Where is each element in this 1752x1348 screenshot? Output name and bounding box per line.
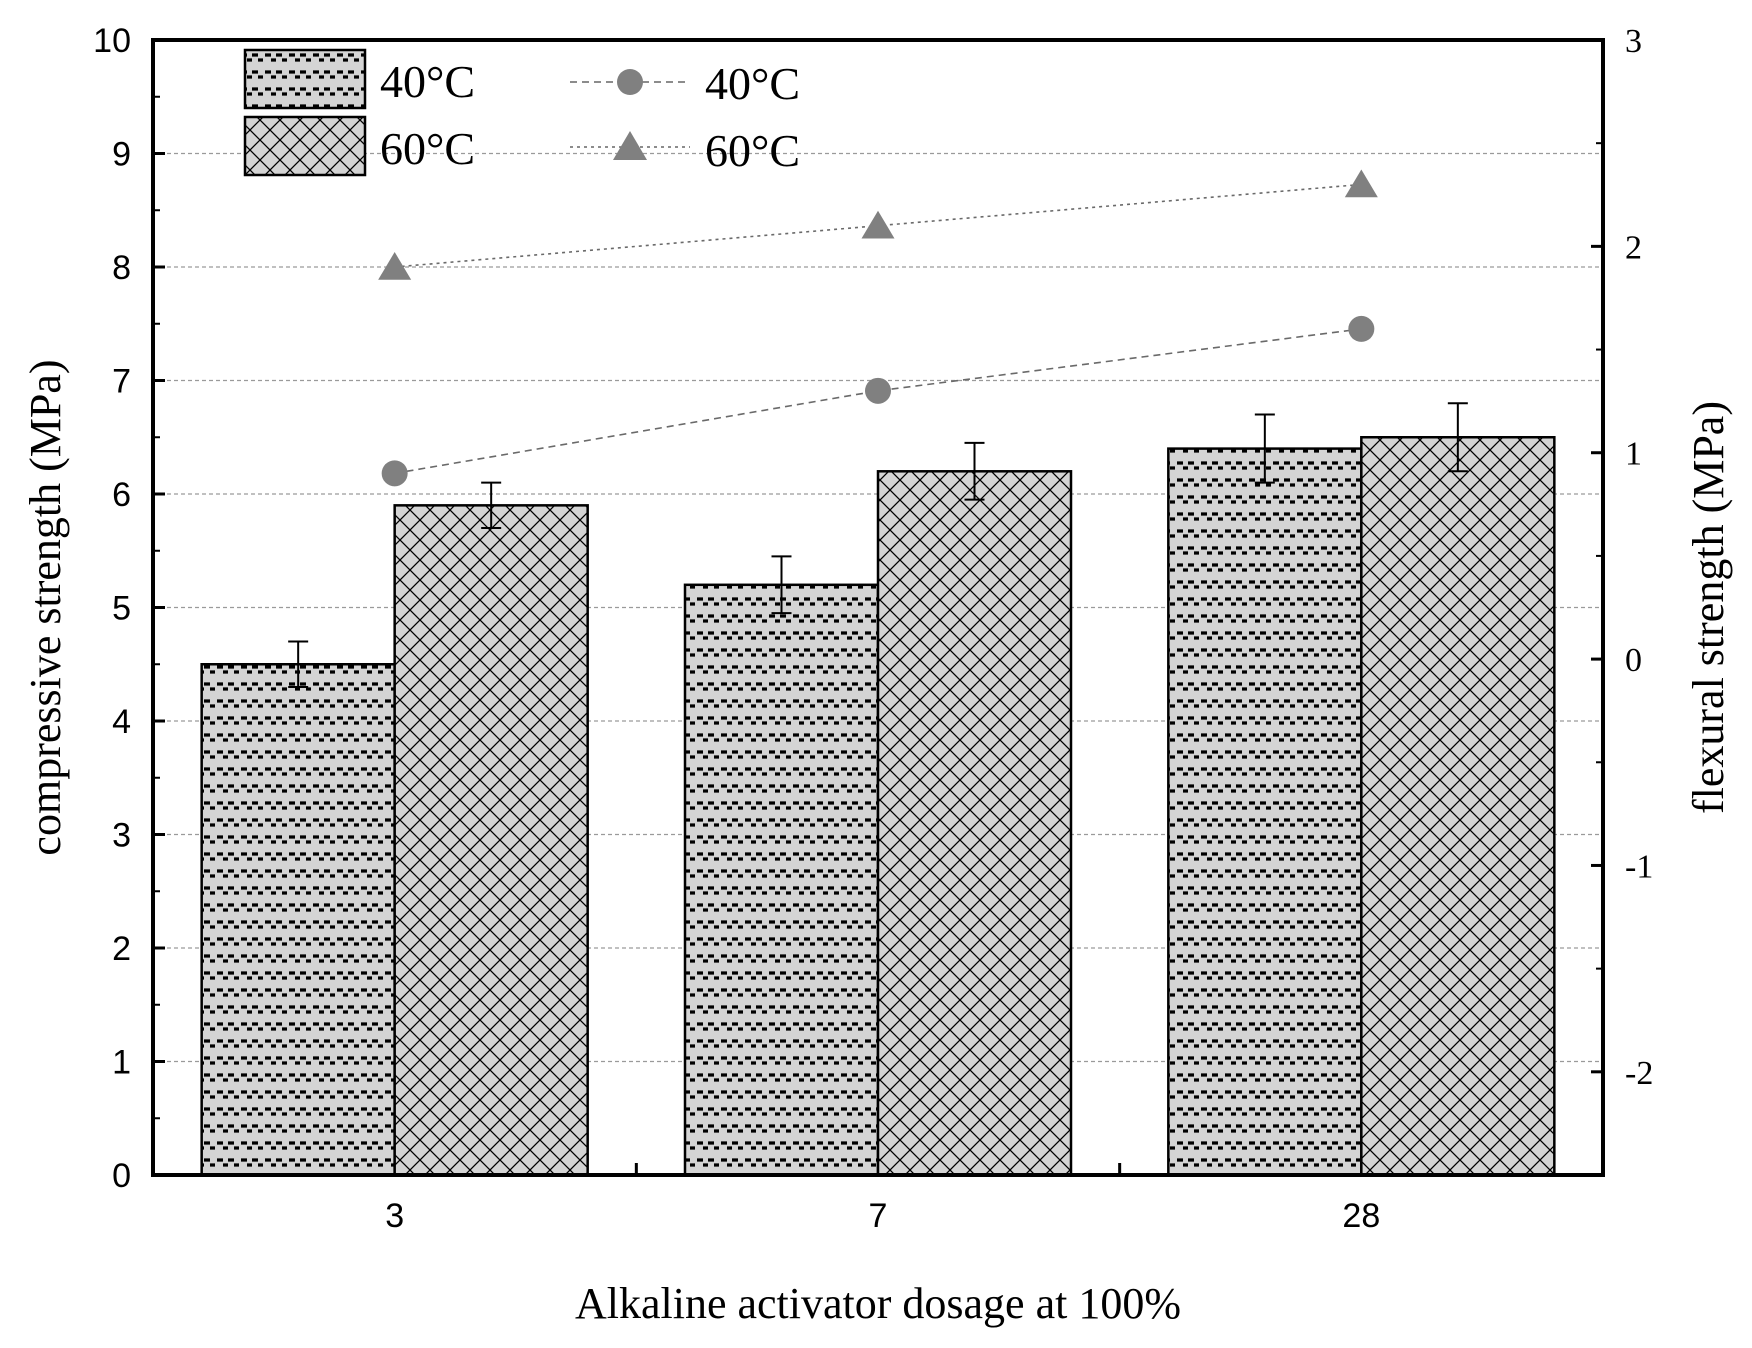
y-tick-label: 0 [112,1157,131,1195]
y-tick-label: 10 [93,22,131,60]
bar [1360,436,1556,1177]
data-point-triangle [378,252,412,280]
y2-tick-label: 0 [1625,642,1642,679]
x-tick-label: 7 [869,1197,888,1235]
y-tick-label: 1 [112,1044,131,1082]
legend: 40°C 60°C 40°C 60°C [243,48,800,177]
bar [200,663,396,1177]
legend-marker-circle [617,69,643,95]
legend-swatch-60c-bar [243,115,367,177]
y-tick-label: 2 [112,930,131,968]
y-tick-label: 4 [112,703,131,741]
tick-labels: 0 1 2 3 4 5 6 7 8 9 10 -2 -1 0 1 2 3 3 7 28 [93,22,1653,1235]
y-tick-label: 3 [112,817,131,855]
data-point-circle [1348,315,1375,342]
y2-tick-label: 1 [1625,436,1642,473]
data-point-circle [381,460,408,487]
data-point-triangle [861,210,895,239]
bar [683,583,880,1177]
legend-label-60c-bar: 60°C [380,123,475,174]
y2-tick-label: -2 [1625,1055,1653,1092]
x-tick-label: 3 [385,1197,404,1235]
y-tick-label: 6 [112,476,131,514]
y-axis-title: compressive strength (MPa) [21,359,70,855]
y-tick-label: 9 [112,136,131,174]
y2-tick-label: -1 [1625,848,1653,885]
bars [200,436,1556,1177]
bar [876,470,1073,1177]
bar [393,504,589,1177]
data-point-circle [865,377,891,404]
data-point-triangle [1344,169,1378,198]
axis-ticks [153,38,1603,1177]
y-tick-label: 7 [112,363,131,401]
legend-marker-triangle [613,131,647,160]
y-tick-label: 8 [112,249,131,287]
y-tick-label: 5 [112,590,131,628]
line-series [378,169,1378,487]
y2-tick-label: 2 [1625,229,1642,266]
x-axis-title: Alkaline activator dosage at 100% [575,1279,1181,1328]
y2-tick-label: 3 [1625,23,1642,60]
bar [1167,447,1363,1177]
legend-label-40c-bar: 40°C [380,56,475,107]
error-bars [288,402,1468,688]
legend-label-60c-line: 60°C [705,125,800,176]
legend-swatch-40c-bar [243,48,367,110]
y2-axis-title: flexural strength (MPa) [1684,401,1733,814]
x-tick-label: 28 [1342,1197,1380,1235]
legend-label-40c-line: 40°C [705,58,800,109]
